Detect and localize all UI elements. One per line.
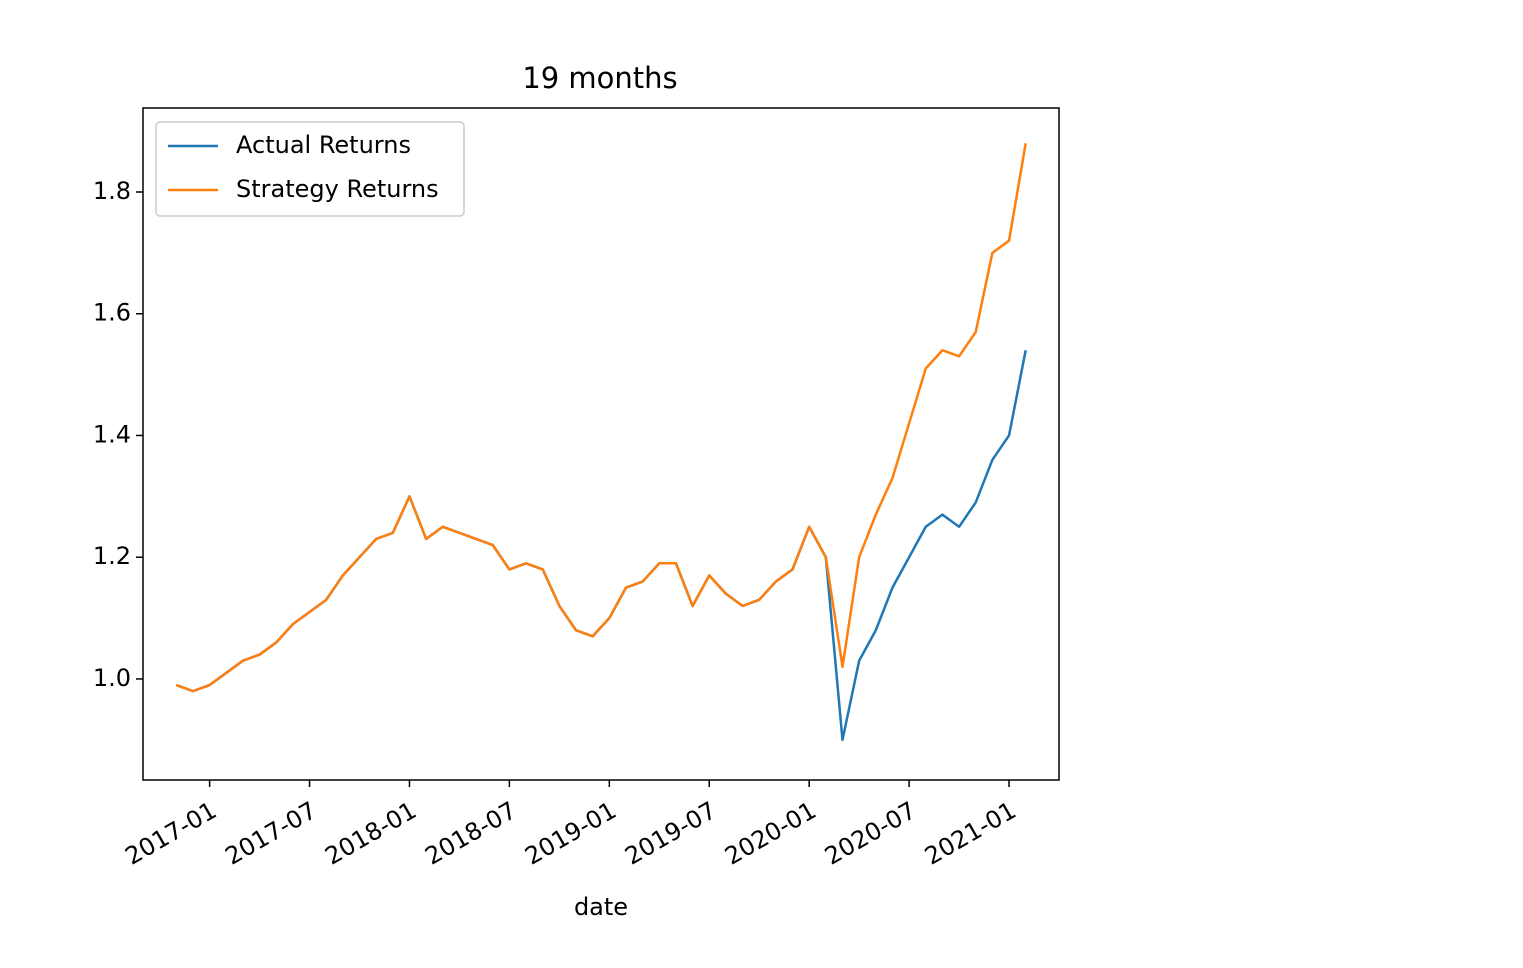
x-tick-label: 2019-01: [520, 796, 621, 870]
y-tick-label: 1.0: [93, 664, 131, 692]
y-tick-label: 1.6: [93, 299, 131, 327]
x-tick-label: 2018-07: [420, 796, 521, 870]
x-tick-label: 2021-01: [920, 796, 1021, 870]
y-tick-label: 1.8: [93, 177, 131, 205]
plot-frame: [142, 107, 1060, 781]
y-tick-label: 1.4: [93, 420, 131, 448]
x-tick-label: 2020-07: [820, 796, 921, 870]
legend-label: Strategy Returns: [236, 175, 439, 203]
x-tick-label: 2019-07: [620, 796, 721, 870]
x-tick-label: 2020-01: [720, 796, 821, 870]
line-series: [175, 143, 1027, 693]
legend-label: Actual Returns: [236, 131, 411, 159]
x-axis-label: date: [574, 893, 628, 921]
line-series: [175, 350, 1027, 742]
chart-title: 19 months: [522, 61, 677, 95]
x-tick-label: 2018-01: [320, 796, 421, 870]
x-tick-label: 2017-01: [121, 796, 222, 870]
legend-box: [155, 121, 465, 217]
legend: Actual Returns Strategy Returns: [155, 121, 465, 217]
x-tick-label: 2017-07: [220, 796, 321, 870]
y-tick-label: 1.2: [93, 542, 131, 570]
